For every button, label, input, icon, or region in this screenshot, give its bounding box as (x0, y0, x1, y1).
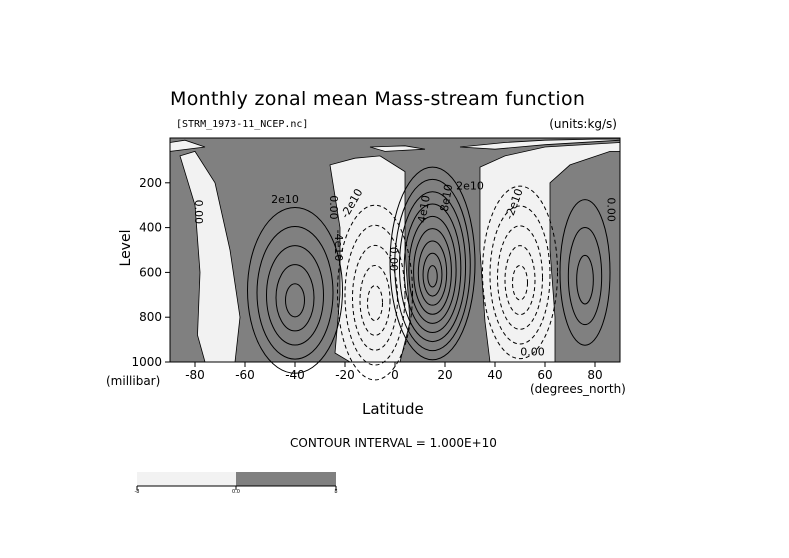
colorbar-positive (236, 472, 336, 486)
contour-line (422, 252, 443, 297)
x-axis-label: Latitude (362, 400, 424, 418)
contour-label: 0.00 (387, 247, 400, 272)
contour-label: 0.00 (605, 197, 618, 222)
file-name-label: [STRM_1973-11_NCEP.nc] (176, 119, 309, 130)
contour-line (275, 264, 315, 332)
colorbar-negative (137, 472, 236, 486)
contour-line (266, 245, 324, 346)
units-label: (units:kg/s) (549, 117, 617, 131)
contour-label: 0.00 (327, 195, 340, 220)
y-axis-unit: (millibar) (106, 374, 161, 388)
contour-line (344, 224, 406, 366)
contour-line (359, 264, 391, 336)
x-tick-label: -60 (235, 368, 255, 382)
y-tick-label: 200 (139, 176, 162, 190)
contour-label: 2e10 (271, 193, 299, 206)
y-tick-label: 800 (139, 310, 162, 324)
contour-line (408, 215, 457, 324)
contour-line (256, 226, 334, 360)
contour-line (427, 265, 438, 288)
x-tick-label: 20 (437, 368, 452, 382)
negative-region (479, 142, 621, 363)
x-axis-unit: (degrees_north) (530, 382, 626, 396)
contour-line (285, 283, 305, 318)
contour-line (398, 191, 467, 343)
contour-line (489, 205, 551, 345)
contour-line (394, 178, 471, 352)
x-tick-label: -40 (285, 368, 305, 382)
y-tick-label: 1000 (131, 355, 162, 369)
contour-line (497, 225, 543, 330)
negative-region (369, 145, 426, 152)
x-tick-label: -80 (185, 368, 205, 382)
colorbar: -8 0.0 8 (135, 472, 338, 495)
contour-line (417, 240, 448, 306)
x-tick-label: 80 (587, 368, 602, 382)
contour-line (512, 265, 528, 301)
contour-line (559, 199, 611, 346)
contour-label: 0.00 (192, 200, 205, 225)
colorbar-tick-label: -8 (135, 489, 140, 495)
x-tick-label: -20 (335, 368, 355, 382)
contour-label: 8e10 (438, 183, 456, 213)
colorbar-tick-label: 8 (334, 489, 337, 495)
contour-line (413, 228, 452, 315)
contour-label: 4e10 (415, 194, 433, 224)
contour-interval-label: CONTOUR INTERVAL = 1.000E+10 (290, 436, 497, 450)
contour-line (403, 203, 462, 333)
colorbar-tick-label: 0.0 (232, 489, 240, 495)
contour-label: 0.00 (520, 345, 545, 358)
contour-line (504, 245, 536, 316)
contour-line (337, 204, 413, 381)
contour-line (247, 206, 343, 374)
contour-line (482, 185, 558, 360)
contour-line (367, 285, 383, 322)
negative-region (329, 155, 411, 363)
x-tick-label: 40 (487, 368, 502, 382)
contour-line (567, 227, 603, 326)
chart-title: Monthly zonal mean Mass-stream function (170, 88, 586, 110)
contour-line (389, 166, 476, 361)
x-tick-label: 60 (537, 368, 552, 382)
x-tick-label: 0 (391, 368, 399, 382)
contour-line (576, 254, 594, 305)
contour-label: 2e10 (456, 180, 484, 193)
contour-label: -4e10 (332, 230, 345, 262)
y-tick-label: 600 (139, 265, 162, 279)
y-tick-label: 400 (139, 221, 162, 235)
